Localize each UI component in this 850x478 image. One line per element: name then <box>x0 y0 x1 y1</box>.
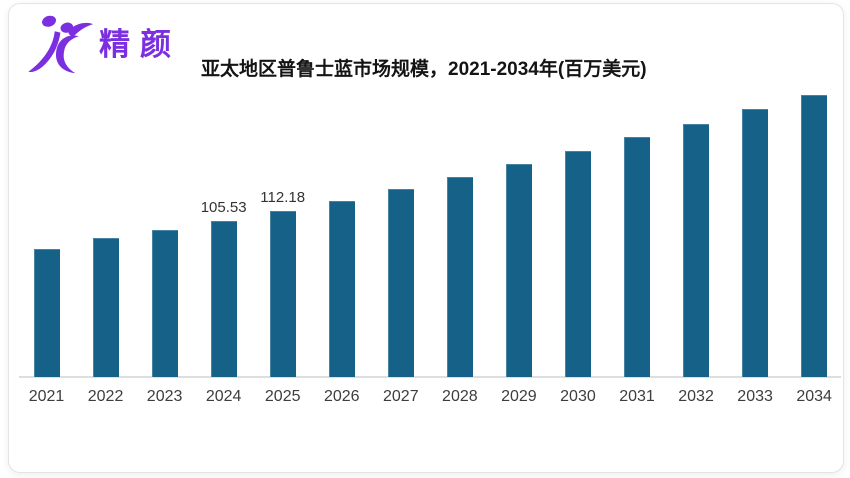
bar-2030 <box>564 151 591 377</box>
bar-2031 <box>624 137 650 377</box>
x-axis-label-2021: 2021 <box>28 388 65 405</box>
bar-2026 <box>328 201 355 377</box>
x-axis-label-2022: 2022 <box>87 388 124 405</box>
chart-card: 精颜 亚太地区普鲁士蓝市场规模，2021-2034年(百万美元) 105.53 1… <box>8 3 844 473</box>
bar-2028 <box>446 177 473 377</box>
x-axis-label-2023: 2023 <box>146 388 183 405</box>
x-axis-label-2027: 2027 <box>383 388 419 405</box>
bar-chart-plot-area: 105.53 112.18 <box>9 81 843 377</box>
bar-2034 <box>801 95 828 377</box>
x-axis-label-2028: 2028 <box>442 388 478 405</box>
bar-2027 <box>387 189 414 377</box>
bar-value-label-2024: 105.53 <box>200 199 247 216</box>
x-axis-label-2031: 2031 <box>619 388 655 405</box>
x-axis-label-2033: 2033 <box>737 388 773 405</box>
bar-2029 <box>505 164 532 377</box>
x-axis-label-2030: 2030 <box>560 388 596 405</box>
chart-title: 亚太地区普鲁士蓝市场规模，2021-2034年(百万美元) <box>201 59 647 80</box>
bar-2024 <box>210 221 237 377</box>
x-axis-line <box>19 376 841 378</box>
bar-2025 <box>269 211 296 377</box>
x-axis-label-2034: 2034 <box>796 388 832 405</box>
bar-2033 <box>742 109 769 377</box>
bar-2022 <box>92 238 119 377</box>
brand-logo-icon <box>28 15 94 74</box>
bar-2032 <box>683 124 710 377</box>
x-axis-label-2029: 2029 <box>501 388 537 405</box>
bar-2021 <box>33 249 60 377</box>
brand-logo-text: 精颜 <box>99 26 181 62</box>
x-axis-label-2024: 2024 <box>205 388 242 405</box>
x-axis-label-2026: 2026 <box>323 388 360 405</box>
bar-value-label-2025: 112.18 <box>260 189 306 206</box>
brand-logo: 精颜 <box>23 12 181 76</box>
x-axis-label-2025: 2025 <box>264 388 301 405</box>
bar-2023 <box>151 230 178 377</box>
x-axis-label-2032: 2032 <box>678 388 714 405</box>
